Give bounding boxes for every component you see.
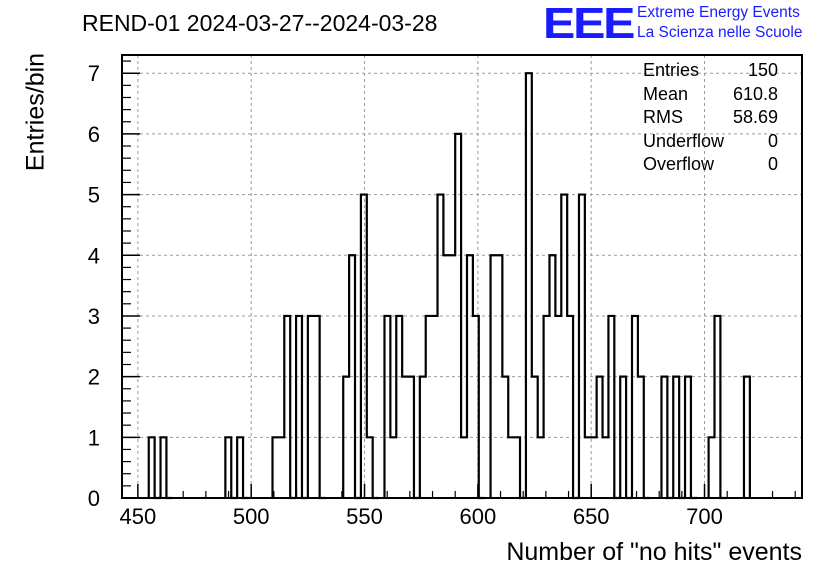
histogram-bin (491, 255, 497, 498)
y-tick-label: 0 (88, 486, 100, 511)
histogram-bin (508, 437, 514, 498)
histogram-bin (555, 316, 561, 498)
histogram-bin (502, 377, 508, 498)
histogram-bin (567, 316, 573, 498)
histogram-bin (561, 195, 567, 498)
eee-logo: EEE (543, 0, 635, 48)
stat-underflow-value: 0 (767, 130, 778, 151)
histogram-bin (638, 377, 644, 498)
histogram-bin (432, 316, 438, 498)
histogram-bin (538, 437, 544, 498)
histogram-bin (632, 316, 638, 498)
histogram-bin (449, 255, 455, 498)
y-tick-label: 2 (88, 365, 100, 390)
stat-underflow: Underflow 0 (643, 130, 778, 154)
histogram-bin (591, 437, 597, 498)
x-tick-label: 600 (460, 504, 497, 529)
histogram-bin (237, 437, 243, 498)
histogram-bin (744, 377, 750, 498)
histogram-bin (402, 377, 408, 498)
histogram-bin (544, 316, 550, 498)
logo-caption: Extreme Energy Events La Scienza nelle S… (637, 3, 802, 43)
x-tick-label: 650 (573, 504, 610, 529)
histogram-bin (709, 437, 715, 498)
histogram-bin (715, 316, 721, 498)
stat-entries-label: Entries (643, 60, 700, 80)
histogram-bin (579, 195, 585, 498)
logo-caption-line1: Extreme Energy Events (637, 4, 800, 21)
stat-mean: Mean 610.8 (643, 83, 778, 107)
histogram-bin (314, 316, 320, 498)
histogram-bin (225, 437, 231, 498)
stat-rms-label: RMS (643, 107, 683, 127)
histogram-bin (603, 437, 609, 498)
histogram-bin (549, 255, 555, 498)
histogram-bin (455, 134, 461, 498)
stat-overflow-value: 0 (767, 154, 778, 174)
histogram-bin (496, 255, 502, 498)
histogram-bin (608, 316, 614, 498)
histogram-bin (597, 377, 603, 498)
histogram-bin (278, 437, 284, 498)
histogram-bin (661, 377, 667, 498)
histogram-bin (420, 377, 426, 498)
stat-entries-value: 150 (747, 60, 778, 80)
histogram-bin (620, 377, 626, 498)
logo-caption-line2: La Scienza nelle Scuole (637, 24, 803, 41)
chart-title: REND-01 2024-03-27--2024-03-28 (82, 10, 438, 36)
histogram-bin (161, 437, 167, 498)
stat-overflow-label: Overflow (643, 154, 715, 174)
histogram-bin (673, 377, 679, 498)
stat-rms-value: 58.69 (732, 107, 778, 127)
histogram-bin (149, 437, 155, 498)
stat-entries: Entries 150 (643, 59, 778, 83)
y-tick-label: 3 (88, 304, 100, 329)
stat-mean-label: Mean (643, 83, 689, 104)
histogram-bin (685, 377, 691, 498)
y-axis-label: Entries/bin (21, 52, 50, 172)
histogram-bin (426, 316, 432, 498)
histogram-bin (473, 316, 479, 498)
x-tick-label: 700 (686, 504, 723, 529)
stat-rms: RMS 58.69 (643, 106, 778, 130)
histogram-bin (361, 195, 367, 498)
y-tick-label: 7 (88, 61, 100, 86)
y-tick-label: 1 (88, 425, 100, 450)
stat-underflow-label: Underflow (643, 130, 725, 151)
stats-box: Entries 150 Mean 610.8 RMS 58.69 Underfl… (643, 59, 778, 177)
histogram-bin (408, 377, 414, 498)
x-tick-label: 550 (346, 504, 383, 529)
histogram-bin (273, 437, 279, 498)
x-tick-label: 450 (120, 504, 157, 529)
y-tick-label: 5 (88, 183, 100, 208)
x-tick-label: 500 (233, 504, 270, 529)
histogram-bin (367, 437, 373, 498)
stat-mean-value: 610.8 (732, 83, 778, 104)
histogram-bin (284, 316, 290, 498)
histogram-bin (390, 437, 396, 498)
histogram-bin (585, 437, 591, 498)
histogram-outline (147, 72, 751, 500)
histogram-bin (396, 316, 402, 498)
y-tick-label: 4 (88, 243, 100, 268)
histogram-bin (467, 255, 473, 498)
histogram-bin (532, 377, 538, 498)
histogram-bin (461, 437, 467, 498)
histogram-bin (308, 316, 314, 498)
histogram-bin (296, 316, 302, 498)
histogram-bin (514, 437, 520, 498)
plot-frame (121, 54, 803, 499)
x-axis-label: Number of "no hits" events (506, 538, 802, 566)
stat-overflow: Overflow 0 (643, 153, 778, 177)
histogram-bin (349, 255, 355, 498)
histogram-bin (438, 195, 444, 498)
y-tick-label: 6 (88, 122, 100, 147)
histogram-bin (384, 316, 390, 498)
histogram-bin (343, 377, 349, 498)
tick-labels: 450 500 550 600 650 700 0 1 2 3 4 5 6 7 (88, 61, 723, 529)
histogram-bin (443, 255, 449, 498)
histogram-bin (526, 73, 532, 498)
